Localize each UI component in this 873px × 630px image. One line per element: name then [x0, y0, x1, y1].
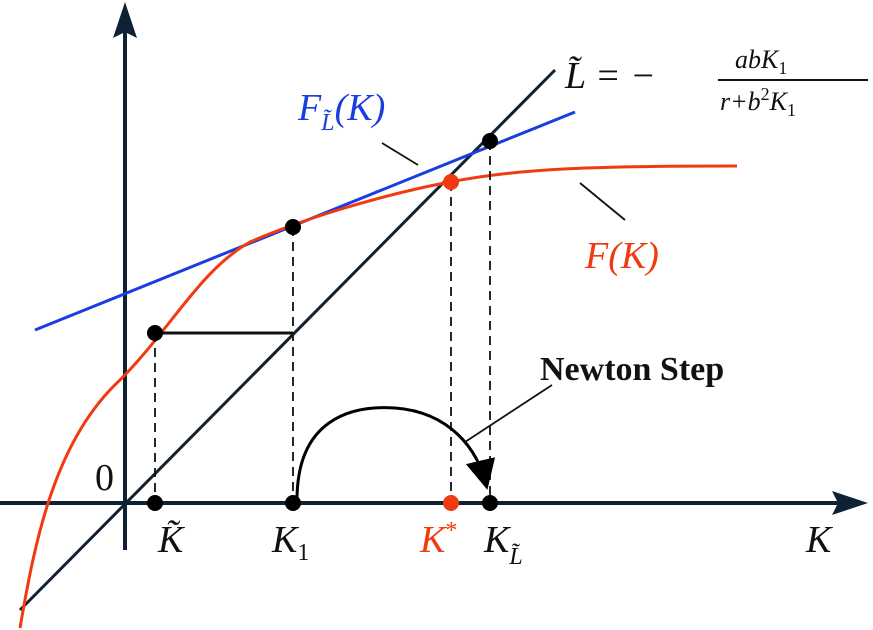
k1-sub: 1 — [297, 540, 309, 566]
num-sub: 1 — [778, 58, 787, 78]
k1-label: K1 — [271, 519, 309, 566]
k-tilde-label: K̃ — [157, 519, 185, 561]
points — [147, 133, 498, 511]
k-star-label: K* — [419, 518, 457, 561]
k-l-base: K — [483, 519, 511, 561]
f-l-sub: L̃ — [320, 109, 334, 136]
k-star-sup: * — [445, 518, 457, 544]
newton-step-label: Newton Step — [540, 351, 724, 388]
guides — [154, 141, 491, 503]
k-l-label: KL̃ — [483, 519, 523, 570]
formula-lhs: L̃ = − — [564, 55, 656, 97]
k-l-sub: L̃ — [508, 543, 522, 570]
num-base: abK — [735, 45, 780, 74]
k1-base: K — [271, 519, 299, 561]
den-rest-sub: 1 — [787, 100, 796, 120]
diagonal-line — [18, 68, 557, 612]
f-label: F(K) — [584, 235, 659, 277]
f-l-base: F — [297, 87, 322, 129]
newton-arc — [295, 406, 496, 501]
leaders — [381, 142, 626, 443]
origin-label: 0 — [95, 457, 114, 499]
x-arrow — [832, 491, 868, 515]
formula-denominator: r+b2K1 — [720, 84, 796, 120]
x-axis-label: K — [805, 519, 833, 561]
den-sup: 2 — [761, 84, 770, 104]
f-curve — [18, 164, 738, 629]
den-rest: K — [769, 87, 789, 116]
f-l-rest: (K) — [335, 87, 386, 129]
k-star-base: K — [419, 519, 447, 561]
den-base: r+b — [720, 87, 761, 116]
y-arrow — [113, 2, 137, 38]
f-l-label: FL̃(K) — [297, 87, 385, 136]
formula-numerator: abK1 — [735, 45, 787, 78]
